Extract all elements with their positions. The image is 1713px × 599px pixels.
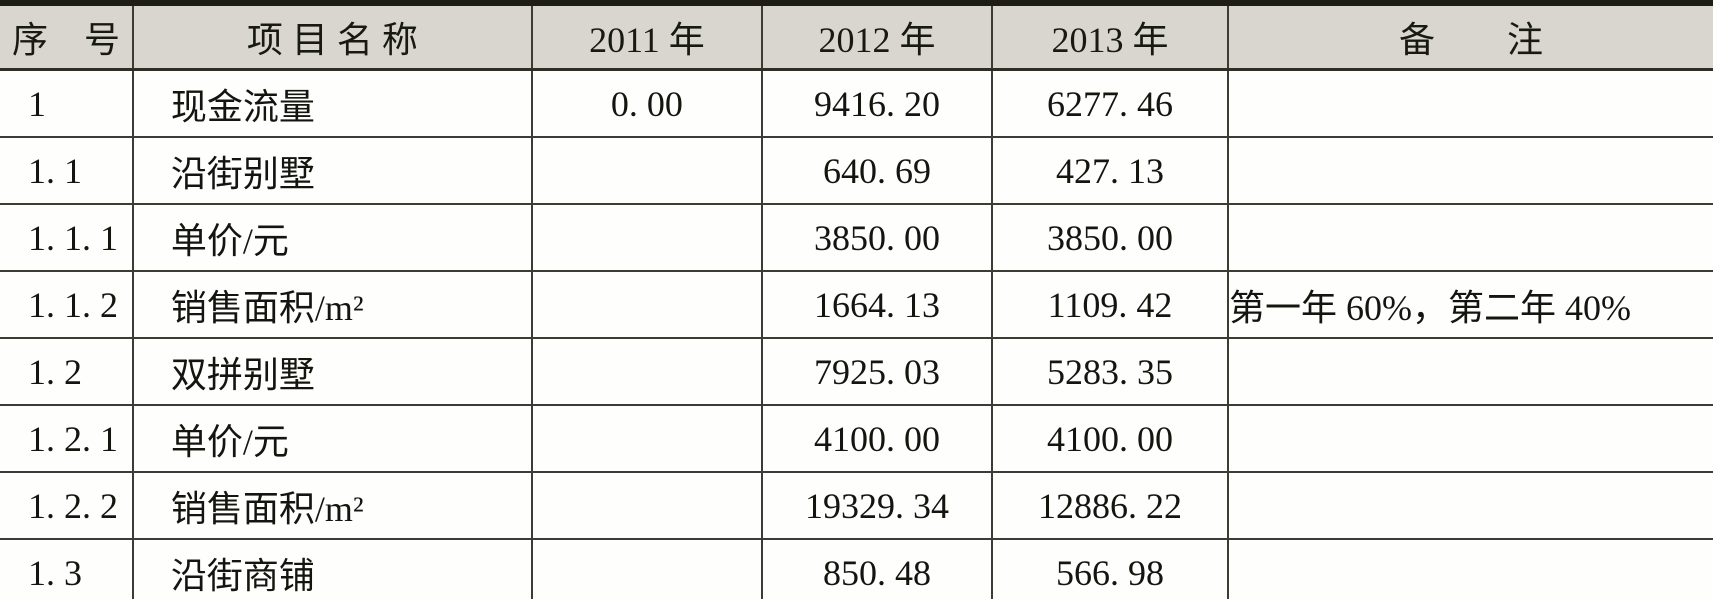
cell-item-name: 沿街别墅	[131, 136, 532, 204]
column-header-year-2013: 2013 年	[990, 3, 1229, 71]
cell-year-2012: 7925. 03	[760, 337, 992, 405]
cell-year-2011	[530, 270, 762, 338]
cell-item-name: 现金流量	[131, 69, 532, 137]
cell-serial: 1	[28, 83, 46, 124]
cell-item-name: 双拼别墅	[131, 337, 532, 405]
column-header-year-2011: 2011 年	[530, 3, 762, 71]
table-header-row: 序 号 项 目 名 称 2011 年 2012 年 2013 年 备 注	[0, 3, 1713, 71]
cell-item-name: 销售面积/m²	[131, 471, 532, 539]
cell-year-2011	[530, 538, 762, 599]
cell-remark	[1227, 203, 1713, 271]
cell-item-name: 单价/元	[131, 404, 532, 472]
cell-year-2011	[530, 203, 762, 271]
cell-year-2013: 1109. 42	[990, 270, 1229, 338]
cell-remark	[1227, 337, 1713, 405]
cell-serial: 1. 1. 2	[0, 270, 133, 338]
cell-remark	[1227, 136, 1713, 204]
cell-year-2012: 3850. 00	[760, 203, 992, 271]
cell-year-2013: 5283. 35	[990, 337, 1229, 405]
cell-serial: 1. 3	[0, 538, 133, 599]
cell-serial: 1. 1. 1	[0, 203, 133, 271]
cell-year-2012: 19329. 34	[760, 471, 992, 539]
cell-serial: 1. 1	[0, 136, 133, 204]
cell-year-2012: 9416. 20	[760, 69, 992, 137]
cell-remark: 第一年 60%，第二年 40%	[1227, 270, 1713, 338]
table-row: 1. 1. 1 单价/元 3850. 00 3850. 00	[0, 203, 1713, 271]
cell-year-2012: 4100. 00	[760, 404, 992, 472]
cell-serial: 1. 2. 1	[0, 404, 133, 472]
cell-remark	[1227, 538, 1713, 599]
cell-year-2012: 850. 48	[760, 538, 992, 599]
cell-year-2011: 0. 00	[530, 69, 762, 137]
cell-remark	[1227, 69, 1713, 137]
cell-serial: 1. 2	[0, 337, 133, 405]
cell-item-name: 单价/元	[131, 203, 532, 271]
cell-year-2013: 3850. 00	[990, 203, 1229, 271]
table-row: 1. 2 双拼别墅 7925. 03 5283. 35	[0, 337, 1713, 405]
column-header-remark: 备 注	[1227, 3, 1713, 71]
cell-year-2011	[530, 337, 762, 405]
cell-year-2013: 4100. 00	[990, 404, 1229, 472]
cell-year-2013: 6277. 46	[990, 69, 1229, 137]
table-row: 1. 3 沿街商铺 850. 48 566. 98	[0, 538, 1713, 599]
cell-remark	[1227, 404, 1713, 472]
cell-year-2012: 1664. 13	[760, 270, 992, 338]
table-row: 1. 2. 1 单价/元 4100. 00 4100. 00	[0, 404, 1713, 472]
cell-year-2011	[530, 136, 762, 204]
column-header-year-2012: 2012 年	[760, 3, 992, 71]
cell-year-2012: 640. 69	[760, 136, 992, 204]
cell-year-2013: 566. 98	[990, 538, 1229, 599]
cell-year-2013: 427. 13	[990, 136, 1229, 204]
cell-year-2011	[530, 471, 762, 539]
column-header-serial: 序 号	[0, 3, 133, 71]
cell-item-name: 销售面积/m²	[131, 270, 532, 338]
table-row: 1. 2. 2 销售面积/m² 19329. 34 12886. 22	[0, 471, 1713, 539]
column-header-item-name: 项 目 名 称	[131, 3, 532, 71]
cell-year-2013: 12886. 22	[990, 471, 1229, 539]
cell-item-name: 沿街商铺	[131, 538, 532, 599]
cell-year-2011	[530, 404, 762, 472]
cell-remark	[1227, 471, 1713, 539]
table-row: 1. 1 沿街别墅 640. 69 427. 13	[0, 136, 1713, 204]
cell-serial: 1. 2. 2	[0, 471, 133, 539]
table-row: 1. 1. 2 销售面积/m² 1664. 13 1109. 42 第一年 60…	[0, 270, 1713, 338]
table-row: 1 现金流量 0. 00 9416. 20 6277. 46	[0, 69, 1713, 137]
